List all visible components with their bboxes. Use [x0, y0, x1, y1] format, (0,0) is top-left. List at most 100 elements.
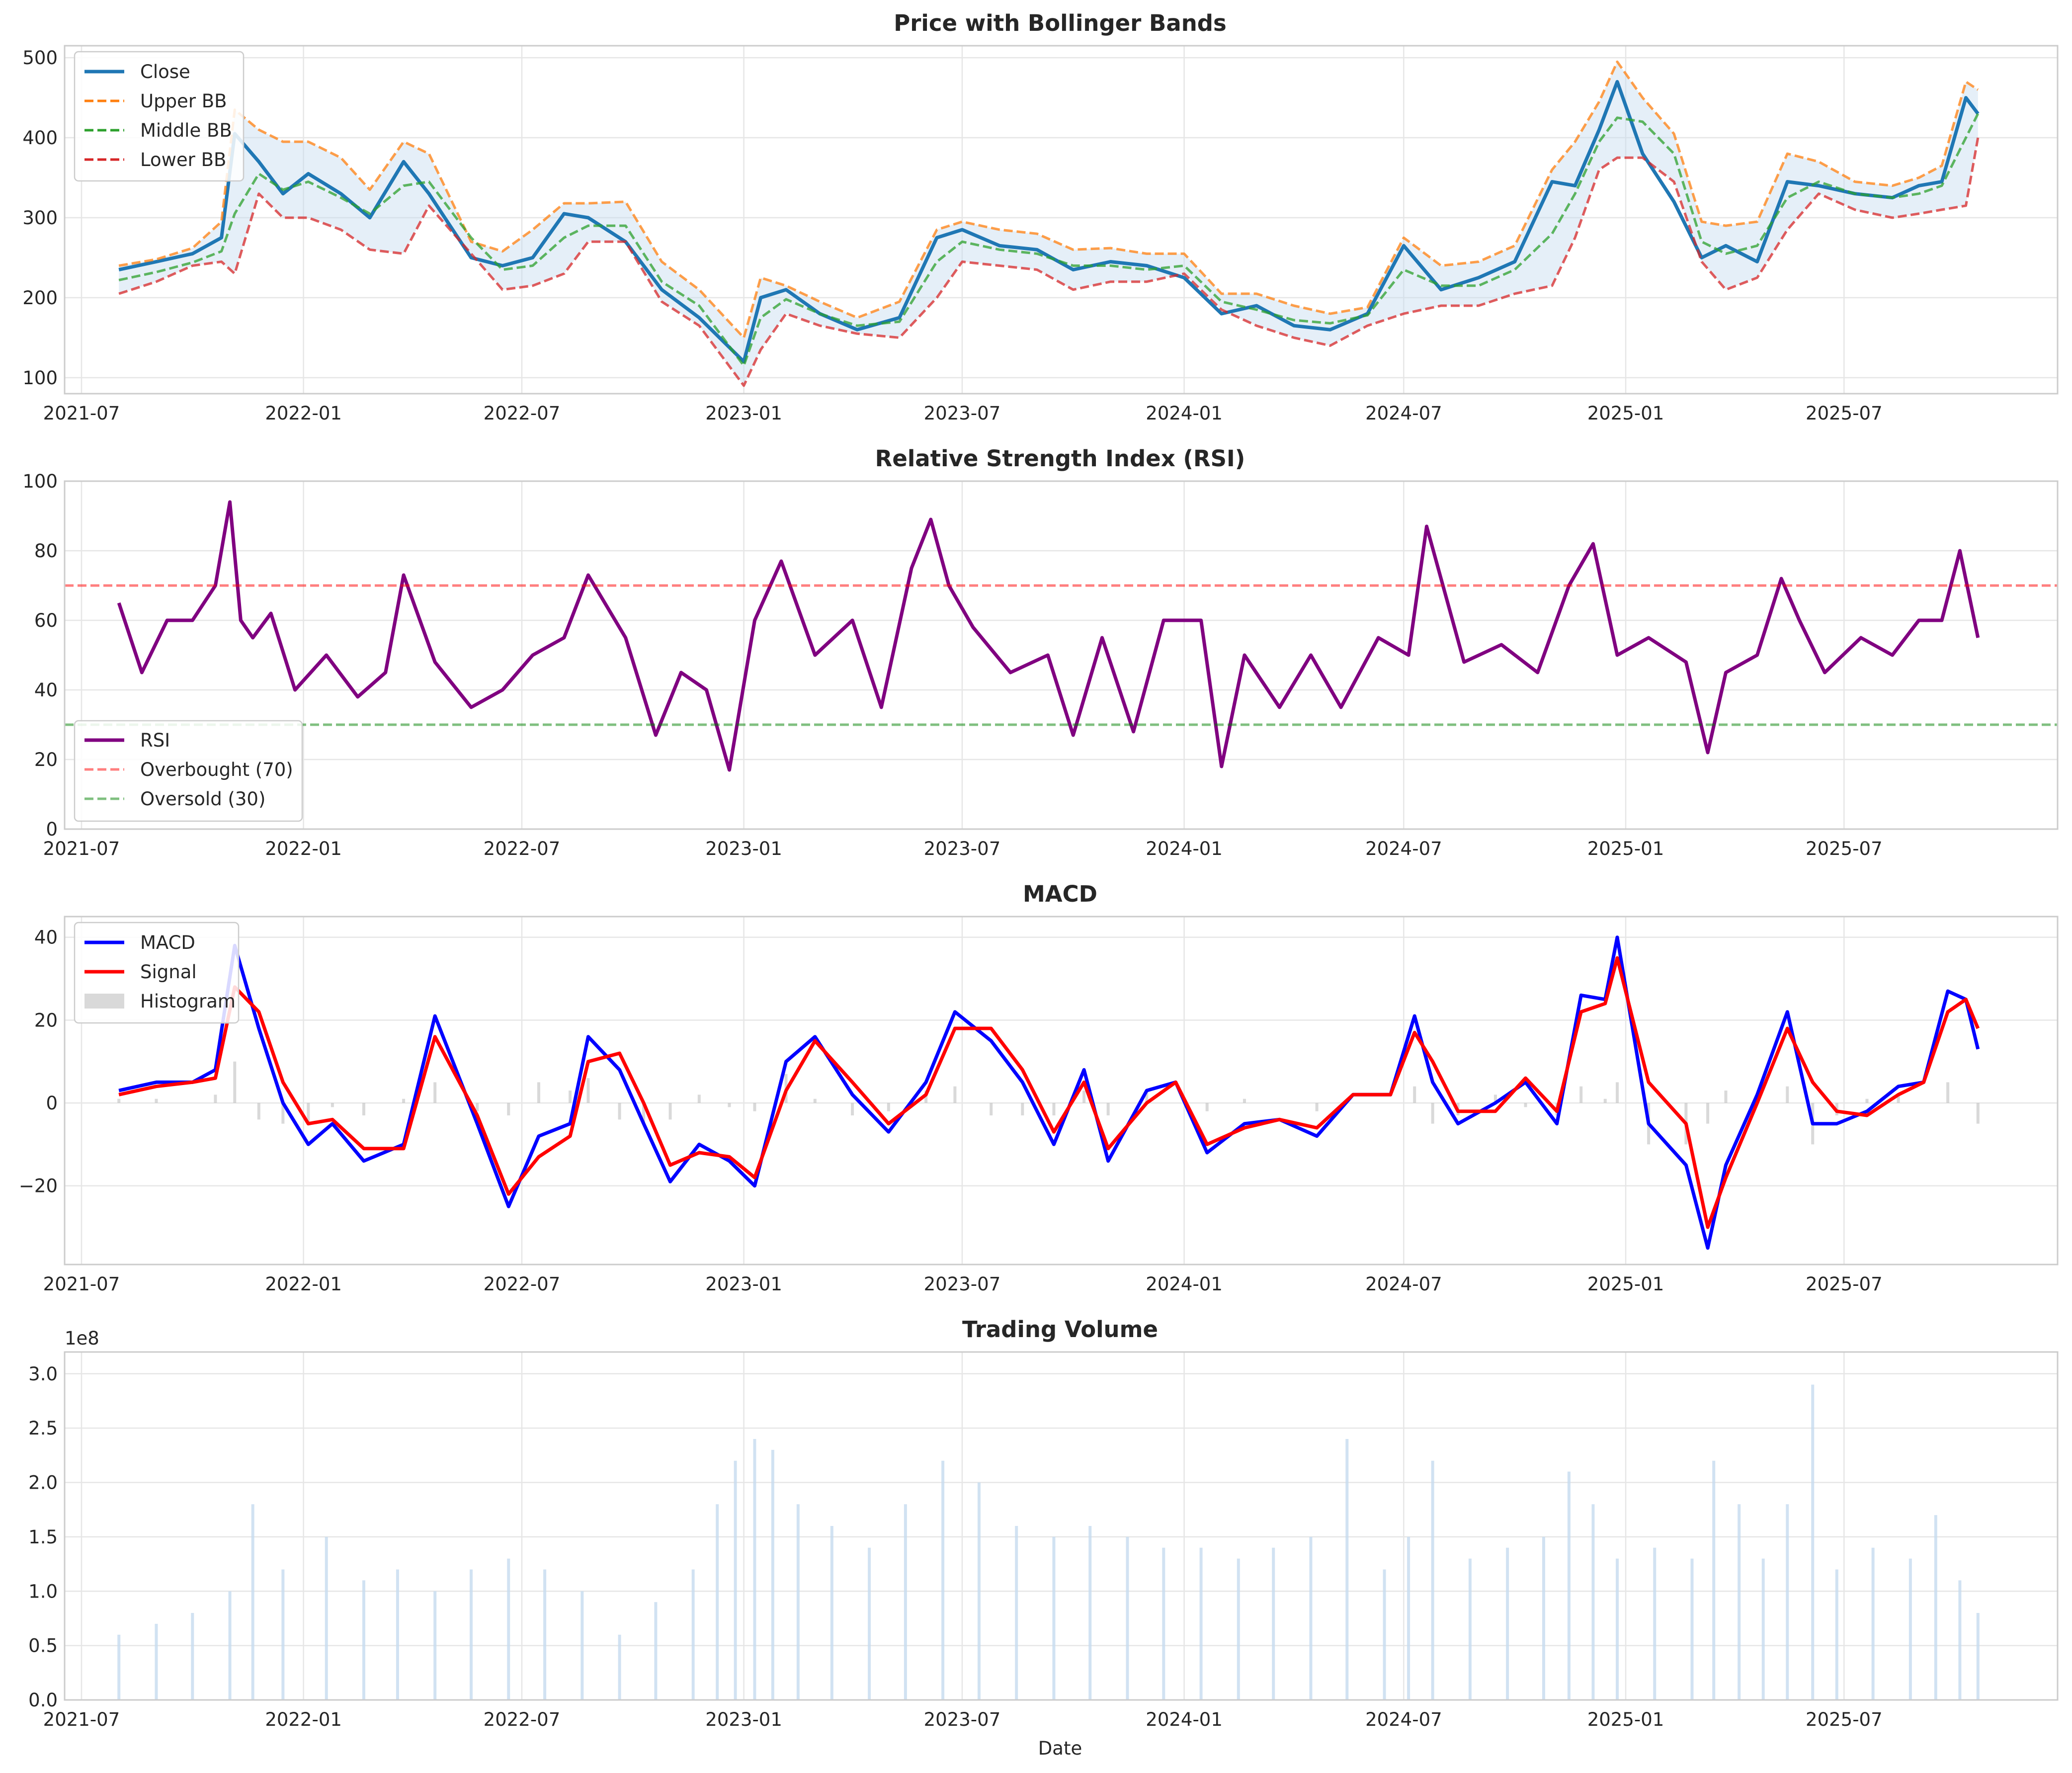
legend-swatch-histogram	[84, 994, 124, 1009]
volume-bars	[117, 1384, 1980, 1700]
histogram-bar	[233, 1061, 237, 1103]
volume-bar	[1934, 1515, 1937, 1700]
volume-bar	[1431, 1460, 1434, 1700]
y-tick-label: 40	[34, 679, 58, 701]
price-band-fill	[119, 62, 1978, 386]
histogram-bar	[362, 1103, 365, 1115]
x-tick-label: 2025-07	[1806, 403, 1883, 424]
volume-bar	[1383, 1569, 1386, 1700]
y-tick-label: 2.5	[28, 1418, 58, 1439]
volume-panel: Trading Volume 1e8 0.0 0.5 1.0 1.5 2.0 2.5 3.0…	[28, 1316, 2059, 1759]
x-tick-label: 2025-01	[1587, 403, 1664, 424]
volume-bar	[580, 1591, 584, 1700]
histogram-bar	[697, 1095, 701, 1103]
volume-bar	[1345, 1439, 1349, 1700]
volume-x-ticks: 2021-07 2022-01 2022-07 2023-01 2023-07 2024-…	[43, 1709, 1883, 1730]
histogram-bar	[1897, 1095, 1900, 1103]
macd-plot-frame	[64, 916, 2059, 1266]
x-tick-label: 2024-07	[1365, 1273, 1442, 1295]
y-tick-label: 1.5	[28, 1526, 58, 1548]
y-tick-label: 0.5	[28, 1635, 58, 1657]
macd-panel: MACD −20 0 20 40 2021-07 2022-01 2022-07 2023-…	[19, 881, 2059, 1295]
histogram-bar	[155, 1098, 158, 1103]
x-tick-label: 2021-07	[43, 1709, 120, 1730]
histogram-bar	[990, 1103, 993, 1115]
volume-bar	[1871, 1547, 1875, 1700]
x-tick-label: 2024-01	[1146, 403, 1223, 424]
x-tick-label: 2022-07	[484, 1273, 561, 1295]
volume-bar	[691, 1569, 695, 1700]
histogram-bar	[668, 1103, 672, 1120]
histogram-bar	[569, 1091, 572, 1103]
histogram-bar	[887, 1103, 890, 1111]
x-tick-label: 2023-01	[705, 838, 782, 859]
x-tick-label: 2025-01	[1587, 838, 1664, 859]
volume-bar	[1199, 1547, 1203, 1700]
macd-title: MACD	[1023, 881, 1097, 907]
price-y-ticks: 100 200 300 400 500	[22, 47, 58, 389]
lower-bb-line	[118, 137, 1980, 387]
histogram-bar	[476, 1103, 479, 1111]
volume-bar	[734, 1460, 737, 1700]
x-tick-label: 2024-01	[1146, 1273, 1223, 1295]
histogram-bar	[1579, 1086, 1583, 1103]
volume-bar	[868, 1547, 871, 1700]
volume-bar	[155, 1623, 158, 1700]
volume-bar	[281, 1569, 285, 1700]
macd-line	[118, 935, 1980, 1250]
rsi-x-ticks: 2021-07 2022-01 2022-07 2023-01 2023-07 2024-…	[43, 838, 1883, 859]
volume-bar	[1052, 1536, 1056, 1700]
volume-bar	[1616, 1558, 1619, 1700]
y-tick-label: 100	[22, 471, 58, 492]
y-tick-label: 40	[34, 927, 58, 948]
volume-bar	[1761, 1558, 1765, 1700]
histogram-bar	[507, 1103, 510, 1115]
x-tick-label: 2021-07	[43, 1273, 120, 1295]
x-tick-label: 2024-07	[1365, 1709, 1442, 1730]
x-tick-label: 2024-01	[1146, 1709, 1223, 1730]
y-tick-label: 500	[22, 47, 58, 69]
legend-label-close: Close	[140, 61, 190, 83]
rsi-legend: RSI Overbought (70) Oversold (30)	[74, 720, 303, 822]
volume-bar	[1237, 1558, 1240, 1700]
volume-bar	[1958, 1580, 1962, 1700]
volume-bar	[228, 1591, 232, 1700]
x-tick-label: 2024-01	[1146, 838, 1223, 859]
x-tick-label: 2025-07	[1806, 838, 1883, 859]
x-tick-label: 2023-01	[705, 1709, 782, 1730]
y-tick-label: 80	[34, 540, 58, 562]
histogram-bar	[753, 1103, 756, 1111]
volume-bar	[396, 1569, 399, 1700]
y-tick-label: 3.0	[28, 1363, 58, 1385]
volume-bar	[618, 1634, 621, 1700]
legend-label-lower-bb: Lower BB	[140, 149, 226, 170]
middle-bb-line	[118, 113, 1980, 367]
histogram-bar	[1205, 1103, 1209, 1111]
volume-bar	[771, 1449, 774, 1700]
x-tick-label: 2022-01	[265, 838, 342, 859]
histogram-bar	[1431, 1103, 1434, 1124]
x-tick-label: 2023-07	[924, 403, 1001, 424]
volume-bar	[1908, 1558, 1912, 1700]
x-tick-label: 2022-01	[265, 1709, 342, 1730]
histogram-bar	[618, 1103, 621, 1120]
legend-label-oversold: Oversold (30)	[140, 788, 265, 810]
volume-bar	[1468, 1558, 1472, 1700]
upper-bb-line	[118, 60, 1979, 339]
histogram-bar	[1603, 1098, 1607, 1103]
rsi-plot-frame	[64, 480, 2059, 830]
histogram-bar	[1315, 1103, 1319, 1111]
histogram-bar	[1413, 1086, 1416, 1103]
price-plot-frame	[64, 45, 2059, 395]
y-tick-label: 100	[22, 367, 58, 389]
volume-bar	[904, 1504, 907, 1700]
legend-label-macd: MACD	[140, 932, 195, 953]
histogram-bar	[1493, 1095, 1497, 1103]
histogram-bar	[257, 1103, 260, 1120]
volume-bar	[251, 1504, 254, 1700]
volume-bar	[191, 1613, 194, 1700]
volume-bar	[1653, 1547, 1657, 1700]
volume-bar	[507, 1558, 510, 1700]
volume-bar	[1567, 1471, 1571, 1700]
